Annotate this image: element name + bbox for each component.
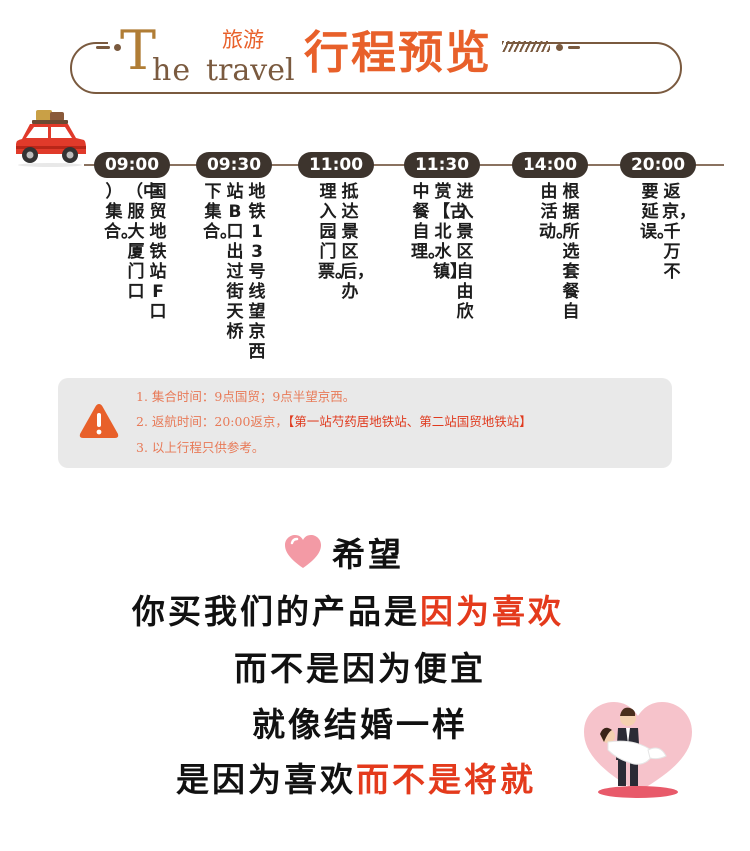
notice-box [58,378,672,468]
time-pill: 09:00 [94,152,170,178]
header-dot-right [556,44,563,51]
timeline-description: 进入景区自由欣 赏【古北水镇】 中餐自理。 [411,182,477,352]
notice-line-2: 2. 返航时间：20:00返京，【第一站芍药居地铁站、第二站国贸地铁站】 [136,414,532,429]
description-column: 地铁13号线望京西 [248,182,266,362]
header-mask [108,26,506,66]
description-column: 国贸地铁站F口 [149,182,167,322]
header-travel: travel [206,53,295,88]
slogan-line-4: 是因为喜欢 而不是将就 [176,760,538,799]
description-column: 进入景区自由欣 [456,182,474,322]
time-label: 14:00 [522,155,578,175]
header-hatch [502,41,550,52]
description-column: 由活动。 [539,182,573,242]
header-dash-left [96,46,110,49]
slogan-line-1-highlight: 因为喜欢 [420,592,564,631]
slogan-line-1-prefix: 你买我们的产品是 [132,592,420,631]
description-column: 下集合。 [203,182,237,242]
time-label: 11:30 [414,155,470,175]
header-he: he [152,53,192,88]
timeline-description: 返京，千万不 要延误。 [640,182,696,352]
notice-line-3: 3. 以上行程只供参考。 [136,440,265,455]
description-column: 理入园门票。 [318,182,352,282]
header-dash-right [568,46,580,49]
timeline-description: 抵达景区后，办 理入园门票。 [318,182,374,352]
slogan-line-1-highlight-wrap: 因为喜欢 [416,592,566,631]
header-dot-left [114,44,121,51]
notice-line-2-highlight: 【第一站芍药居地铁站、第二站国贸地铁站】 [287,414,532,429]
description-column: ）集合。 [104,182,138,242]
time-label: 20:00 [630,155,686,175]
time-pill: 20:00 [620,152,696,178]
time-label: 09:00 [104,155,160,175]
description-column: 返京，千万不 [662,182,696,282]
description-column: 根据所选套餐自 [562,182,580,322]
timeline-description: 地铁13号线望京西 站B口出过街天桥 下集合。 [203,182,269,362]
time-pill: 11:30 [404,152,480,178]
description-column: 站B口出过街天桥 [226,182,244,342]
timeline-description: 国贸地铁站F口 （中服大厦门口 ）集合。 [104,182,170,352]
couple-illustration [584,702,692,798]
heart-icon [285,535,321,568]
page-title: 行程预览 [304,26,493,79]
slogan-line-4-highlight-wrap: 而不是将就 [352,760,538,799]
description-column: 要延误。 [640,182,674,242]
time-pill: 09:30 [196,152,272,178]
description-column: 抵达景区后，办 [340,182,374,302]
description-column: （中服大厦门口 [126,182,160,302]
car-icon [16,110,86,167]
notice-line-1: 1. 集合时间：9点国贸；9点半望京西。 [136,389,356,404]
warning-icon [79,404,119,438]
header-t-letter: T [120,19,157,82]
time-label: 11:00 [308,155,364,175]
slogan-line-3: 就像结婚一样 [252,705,468,744]
time-pill: 11:00 [298,152,374,178]
timeline-description: 根据所选套餐自 由活动。 [539,182,583,352]
notice-line-2-prefix: 2. 返航时间：20:00返京， [136,414,288,429]
slogan-line-4-highlight: 而不是将就 [356,760,536,799]
slogan-hope: 希望 [332,535,404,574]
header-lvyou: 旅游 [222,28,264,52]
description-column: 中餐自理。 [411,182,445,262]
time-pill: 14:00 [512,152,588,178]
time-label: 09:30 [206,155,262,175]
slogan-line-4-prefix: 是因为喜欢 [176,760,356,799]
slogan-line-1: 你买我们的产品是 因为喜欢 [132,592,566,631]
description-column: 赏【古北水镇】 [433,182,467,282]
slogan-line-2: 而不是因为便宜 [234,649,486,688]
